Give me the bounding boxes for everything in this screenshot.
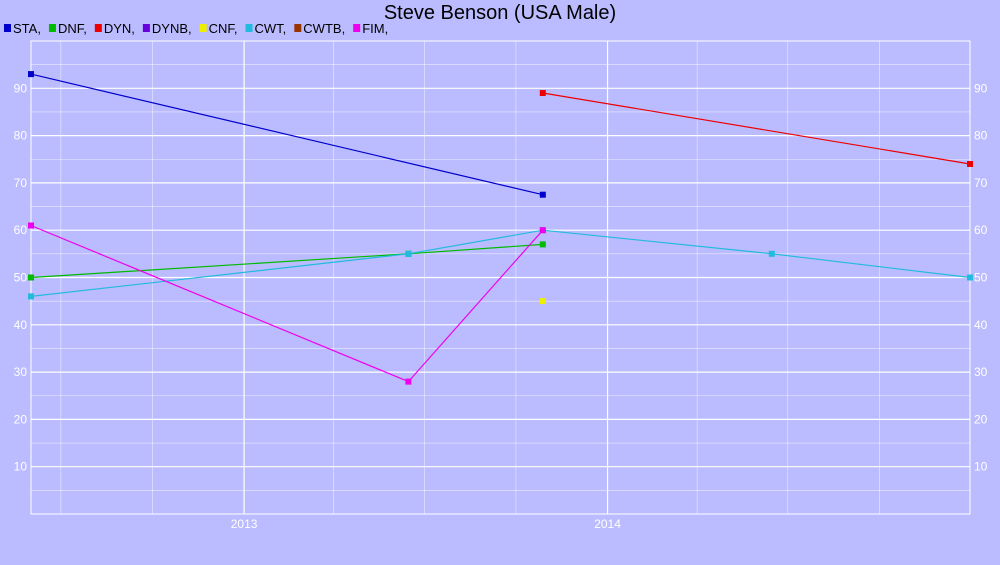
legend-item: CWTB,: [294, 21, 345, 36]
y-tick-label-left: 40: [14, 318, 28, 332]
y-tick-label-left: 60: [14, 223, 28, 237]
series-fim: [28, 222, 546, 385]
legend-swatch: [245, 24, 253, 32]
legend-swatch: [199, 24, 207, 32]
legend-label: CWTB,: [303, 21, 345, 36]
data-point-cnf: [539, 298, 546, 305]
y-tick-label-right: 90: [974, 81, 988, 95]
data-point-fim: [405, 378, 412, 385]
y-tick-label-left: 90: [14, 81, 28, 95]
y-tick-label-right: 70: [974, 176, 988, 190]
y-axis-left: 10 20 30 40 50 60 70 80 90: [14, 81, 28, 473]
data-point-dyn: [967, 161, 973, 167]
legend-swatch: [142, 24, 150, 32]
y-tick-label-left: 70: [14, 176, 28, 190]
x-axis: 2013 2014: [231, 517, 621, 531]
y-tick-label-left: 50: [14, 271, 28, 285]
legend-swatch: [4, 24, 11, 32]
legend-item: STA,: [4, 21, 41, 36]
series-line-cwt: [30, 229, 971, 297]
data-point-dnf: [539, 241, 546, 248]
chart-title: Steve Benson (USA Male): [384, 2, 616, 24]
legend-label: DNF,: [58, 21, 87, 36]
legend-label: CWT,: [255, 21, 287, 36]
data-point-cwt: [28, 293, 34, 300]
legend-item: CWT,: [245, 21, 287, 36]
legend-swatch: [94, 24, 102, 32]
legend-item: DYNB,: [142, 21, 192, 36]
y-tick-label-right: 50: [974, 271, 988, 285]
data-point-fim: [539, 227, 546, 234]
series-dyn: [539, 90, 973, 167]
data-point-cwt: [768, 250, 775, 257]
legend-item: DYN,: [94, 21, 135, 36]
y-tick-label-right: 40: [974, 318, 988, 332]
series-cwt: [28, 227, 973, 300]
legend-item: CNF,: [199, 21, 238, 36]
legend-label: DYNB,: [152, 21, 192, 36]
series-group: [28, 71, 973, 385]
data-point-dyn: [539, 90, 546, 96]
data-point-fim: [28, 222, 34, 229]
y-tick-label-right: 80: [974, 129, 988, 143]
grid: [31, 41, 970, 514]
y-tick-label-left: 80: [14, 129, 28, 143]
y-tick-label-left: 20: [14, 412, 28, 426]
legend-swatch: [294, 24, 302, 32]
legend-item: DNF,: [48, 21, 87, 36]
data-point-dnf: [28, 274, 34, 281]
series-dnf: [28, 241, 546, 281]
data-point-sta: [28, 71, 34, 78]
legend-swatch: [353, 24, 361, 32]
data-point-sta: [539, 191, 546, 198]
y-tick-label-right: 20: [974, 412, 988, 426]
series-line-fim: [30, 224, 544, 383]
y-tick-label-right: 30: [974, 365, 988, 379]
data-point-cwt: [967, 274, 973, 281]
series-line-sta: [30, 73, 543, 196]
y-tick-label-left: 30: [14, 365, 28, 379]
series-sta: [28, 71, 546, 198]
y-tick-label-right: 60: [974, 223, 988, 237]
x-tick-label: 2014: [594, 517, 621, 531]
y-tick-label-left: 10: [14, 460, 28, 474]
legend-label: FIM,: [362, 21, 388, 36]
y-tick-label-right: 10: [974, 460, 988, 474]
legend-swatch: [48, 24, 56, 32]
x-tick-label: 2013: [231, 517, 258, 531]
series-line-dnf: [30, 243, 543, 279]
legend: STA, DNF, DYN, DYNB, CNF, CWT, CWTB, FIM,: [4, 21, 388, 36]
series-cnf: [539, 298, 546, 305]
legend-label: STA,: [13, 21, 41, 36]
y-axis-right: 10 20 30 40 50 60 70 80 90: [974, 81, 988, 473]
legend-label: CNF,: [209, 21, 238, 36]
legend-label: DYN,: [104, 21, 135, 36]
data-point-cwt: [405, 250, 412, 257]
series-line-dyn: [542, 92, 971, 165]
legend-item: FIM,: [353, 21, 388, 36]
